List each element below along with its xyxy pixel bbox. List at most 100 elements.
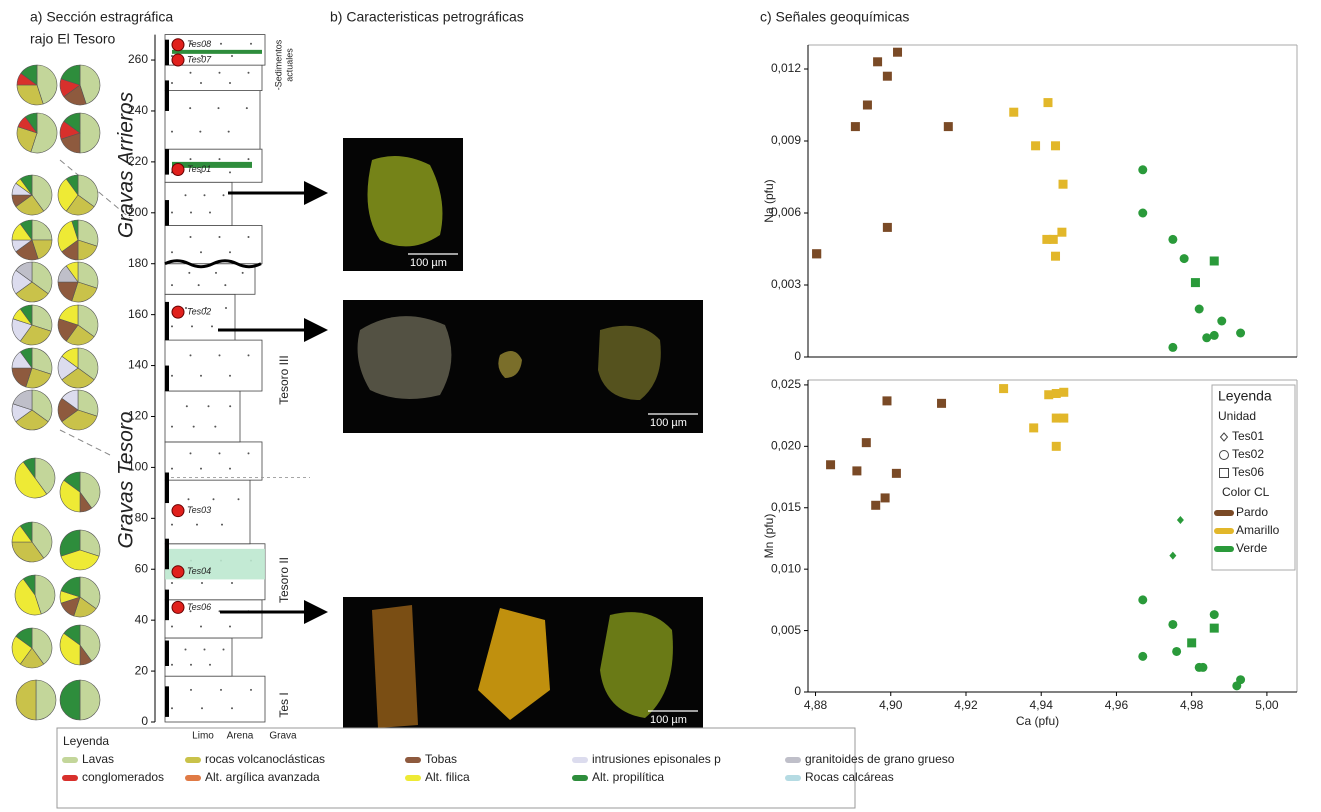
pie-slice xyxy=(60,64,81,86)
pie-slice xyxy=(19,304,33,326)
clast xyxy=(229,625,231,628)
pie-slice xyxy=(71,219,79,241)
panel-a-title: a) Sección estragráfica xyxy=(30,9,173,25)
pie-slice xyxy=(19,324,52,346)
bed xyxy=(164,637,233,677)
point xyxy=(1057,227,1067,237)
clast xyxy=(227,130,230,133)
point xyxy=(1169,551,1177,560)
grain-size-label: Limo xyxy=(192,731,214,742)
legend-label: Alt. propilítica xyxy=(592,770,664,784)
arrows xyxy=(218,181,328,624)
subunit-label: Tesoro III xyxy=(277,355,291,404)
legend-title: Leyenda xyxy=(1218,388,1272,404)
pie-slice xyxy=(59,632,81,666)
legend-label: Tes06 xyxy=(1232,465,1264,479)
bed xyxy=(164,90,261,150)
clast xyxy=(220,688,222,691)
point xyxy=(1198,662,1208,672)
pie-slice xyxy=(31,304,53,332)
clast xyxy=(171,425,173,428)
point xyxy=(852,466,862,476)
clast xyxy=(171,251,173,254)
clast xyxy=(189,107,192,110)
x-tick-label: 4,94 xyxy=(1030,698,1054,712)
clast xyxy=(185,307,187,310)
legend-swatch xyxy=(572,775,588,781)
legend-swatch xyxy=(405,775,421,781)
pie-slice xyxy=(63,624,81,646)
pie-slice xyxy=(79,679,101,721)
clast xyxy=(203,648,206,651)
pie-slice xyxy=(31,261,53,295)
clast xyxy=(200,625,202,628)
pie-slice xyxy=(36,64,58,105)
clast xyxy=(229,171,231,174)
bed xyxy=(164,225,263,265)
depth-tick-label: 80 xyxy=(135,510,149,524)
point xyxy=(1138,208,1148,218)
clast xyxy=(203,194,206,197)
pie-slice xyxy=(19,219,33,241)
pie-slice xyxy=(12,389,33,411)
clast xyxy=(218,354,221,357)
pie-slice xyxy=(19,347,33,369)
clast xyxy=(189,452,192,455)
point xyxy=(1172,646,1182,656)
sample-label: Tes04 xyxy=(187,566,211,576)
pie-slice xyxy=(31,521,53,559)
sample xyxy=(171,38,185,52)
pie-slice xyxy=(65,194,95,216)
pie-slice xyxy=(15,627,33,649)
clast xyxy=(190,688,192,691)
pie-slice xyxy=(15,409,49,431)
pie-slice xyxy=(65,324,95,346)
clast xyxy=(185,405,188,408)
sample xyxy=(171,600,185,614)
point xyxy=(1187,638,1197,648)
y-tick-label: 0,020 xyxy=(771,439,801,453)
point xyxy=(937,398,947,408)
point xyxy=(882,396,892,406)
legend-title: Leyenda xyxy=(63,734,109,748)
pie-slice xyxy=(31,174,53,212)
pie-slice xyxy=(61,367,95,389)
depth-tick-label: 0 xyxy=(141,714,148,728)
pie-slice xyxy=(57,178,79,212)
clast xyxy=(212,498,215,501)
point xyxy=(1042,234,1052,244)
grain xyxy=(598,325,661,400)
point xyxy=(1051,251,1061,261)
grain xyxy=(600,612,673,718)
clast xyxy=(200,81,202,84)
clast xyxy=(245,107,248,110)
y-tick-label: 0,003 xyxy=(771,277,801,291)
pie-slice xyxy=(15,679,37,721)
panel-c-title: c) Señales geoquímicas xyxy=(760,9,909,25)
sample xyxy=(171,565,185,579)
clast xyxy=(247,354,250,357)
point xyxy=(1031,141,1041,151)
pie-slice xyxy=(77,261,99,289)
pie-slice xyxy=(25,367,52,389)
pie-slice xyxy=(14,461,48,499)
clast xyxy=(171,211,173,214)
unit-label: Gravas Arrieros xyxy=(115,91,138,238)
clast xyxy=(209,211,211,214)
legend-label: Tobas xyxy=(425,752,457,766)
clast xyxy=(171,467,173,470)
clast xyxy=(209,663,211,666)
depth-tick-label: 40 xyxy=(135,612,149,626)
point xyxy=(1051,141,1061,151)
sample-label: Tes02 xyxy=(187,306,211,316)
point xyxy=(893,47,903,57)
scale-label: 100 µm xyxy=(410,257,447,269)
panel-a-title: rajo El Tesoro xyxy=(30,31,116,47)
legend-label: Verde xyxy=(1236,541,1268,555)
y-tick-label: 0,006 xyxy=(771,205,801,219)
clast xyxy=(188,271,191,274)
pie-slice xyxy=(31,389,53,423)
clast xyxy=(171,130,173,133)
clast xyxy=(189,235,192,238)
